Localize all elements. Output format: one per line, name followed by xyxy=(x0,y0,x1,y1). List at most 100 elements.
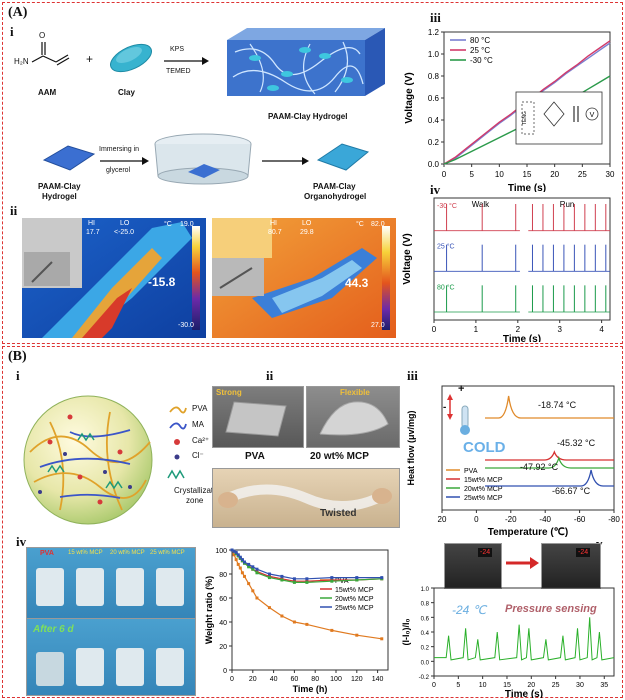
legend-label: 25wt% MCP xyxy=(464,495,503,502)
dsc-peak-2: -45.32 °C xyxy=(557,438,596,448)
lcd-before: -24 xyxy=(478,548,493,557)
legend-crystal-2: zone xyxy=(186,496,204,505)
data-point xyxy=(305,622,309,626)
thermal-image-cold xyxy=(22,218,206,338)
organohydrogel-sheet xyxy=(316,143,370,171)
y-tick-label: 1.0 xyxy=(421,587,430,593)
panel-b-iii-label: iii xyxy=(407,368,418,383)
dsc-peak-4: -66.67 °C xyxy=(552,486,591,496)
legend-label: 80 °C xyxy=(470,36,490,45)
mcp-film xyxy=(319,401,389,436)
arrow-red xyxy=(506,557,539,569)
data-point xyxy=(255,596,259,600)
x-axis-label: Time (h) xyxy=(293,684,328,694)
x-tick-label: -60 xyxy=(574,515,586,524)
data-point xyxy=(247,565,251,569)
jar-label-20: 20 wt% MCP xyxy=(110,550,145,556)
jar-label-25: 25 wt% MCP xyxy=(150,550,185,556)
pressure-temp: -24 ℃ xyxy=(452,603,487,617)
plot-frame xyxy=(433,587,615,677)
hot-scale-top: 82.0 xyxy=(371,221,385,228)
data-point xyxy=(292,580,296,584)
thermometer-icon xyxy=(461,405,469,429)
data-point xyxy=(330,579,334,583)
legend-cl-icon xyxy=(174,454,180,460)
series-line xyxy=(485,455,614,469)
arrow-head xyxy=(447,394,453,400)
x-axis-label: Time (s) xyxy=(503,334,541,342)
x-tick-label: 60 xyxy=(291,676,299,683)
data-point xyxy=(305,577,309,581)
chart-a-iii: 0 5 10 15 20 25 30 0.0 0.2 0.4 0.6 0.8 1.0 1.2 Time (s… xyxy=(404,28,615,192)
y-axis-label: Voltage (V) xyxy=(404,72,415,123)
data-point xyxy=(247,562,251,566)
data-point xyxy=(234,550,238,554)
data-point xyxy=(355,633,359,637)
y-tick-label: 40 xyxy=(219,620,227,627)
panel-a-iii-label: iii xyxy=(430,10,441,25)
x-tick-label: 5 xyxy=(469,170,474,179)
teng-text: TENG xyxy=(522,111,528,125)
hydrogel-label-1: PAAM-Clay xyxy=(38,182,81,191)
data-point xyxy=(330,628,334,632)
data-point xyxy=(236,562,240,566)
y-tick-label: 0.8 xyxy=(428,72,440,81)
voltmeter-icon xyxy=(585,107,599,121)
hot-scale-bottom: 27.0 xyxy=(371,322,385,329)
y-tick-label: 0.0 xyxy=(428,160,440,169)
data-point xyxy=(238,566,242,570)
legend-label: 20wt% MCP xyxy=(335,596,374,603)
hydrogel-sheet xyxy=(42,145,96,171)
plus-sign: + xyxy=(86,52,94,66)
plot-frame xyxy=(433,197,611,321)
immersing-arrow xyxy=(100,157,149,165)
hot-unit: °C xyxy=(356,221,364,228)
data-point xyxy=(380,637,384,641)
series-line xyxy=(231,549,382,580)
y-tick-label: 0.2 xyxy=(428,138,440,147)
mcp-photo-label: 20 wt% MCP xyxy=(310,451,369,462)
x-tick-label: 0 xyxy=(432,682,436,689)
x-tick-label: 100 xyxy=(330,676,342,683)
data-point xyxy=(292,620,296,624)
legend-pva: PVA xyxy=(192,404,208,413)
y-tick-label: 80 xyxy=(219,572,227,579)
series-line xyxy=(485,450,614,461)
data-point xyxy=(267,572,271,576)
x-tick-label: 30 xyxy=(606,170,615,179)
immersing-label-1: Immersing in xyxy=(99,146,140,153)
y-axis-label: Voltage (V) xyxy=(402,233,413,284)
jar-label-pva: PVA xyxy=(40,550,54,557)
panel-b-ii-label: ii xyxy=(266,368,274,383)
thermal-image-hot xyxy=(212,218,396,338)
hot-hi-label: HI xyxy=(270,220,277,227)
panel-b-label: (B) xyxy=(8,349,27,364)
data-point xyxy=(280,578,284,582)
x-tick-label: 20 xyxy=(249,676,257,683)
amine-group: H₂N xyxy=(14,57,29,66)
organohydrogel-label-2: Organohydrogel xyxy=(304,192,367,201)
y-tick-label: 0.2 xyxy=(421,646,430,652)
data-point xyxy=(240,571,244,575)
y-tick-label: 0.6 xyxy=(421,616,430,622)
dsc-plus: + xyxy=(458,383,465,395)
legend-label: 25wt% MCP xyxy=(335,605,374,612)
data-point xyxy=(255,567,259,571)
x-tick-label: 30 xyxy=(576,682,584,689)
plot-frame xyxy=(231,549,389,671)
panel-a-iv-label: iv xyxy=(430,182,441,197)
x-tick-label: 20 xyxy=(438,515,447,524)
legend-ca: Ca²⁺ xyxy=(192,436,210,445)
walk-label: Walk xyxy=(472,200,490,209)
y-tick-label: 0 xyxy=(223,668,227,675)
hydrogel-network xyxy=(227,28,385,96)
data-point xyxy=(232,549,236,553)
data-point xyxy=(242,560,246,564)
aam-structure xyxy=(31,42,70,66)
series-line xyxy=(231,549,382,582)
cold-lo-value: <-25.0 xyxy=(114,229,135,236)
x-tick-label: 1 xyxy=(474,325,479,334)
panel-b-iv-label: iv xyxy=(16,534,27,549)
cold-lo-label: LO xyxy=(120,220,130,227)
